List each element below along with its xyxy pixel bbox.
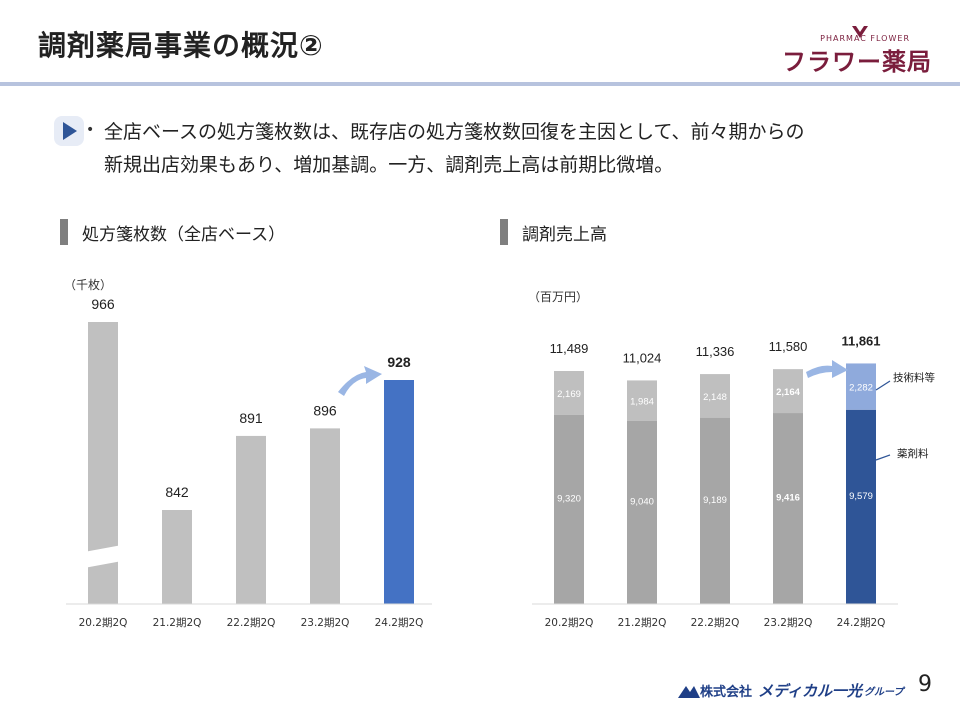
prescription-count-chart: 966 20.2期2Q 842 21.2期2Q 891 22.2期2Q 896 23.2期2Q… xyxy=(66,296,432,629)
summary-line-2: 新規出店効果もあり、増加基調。一方、調剤売上高は前期比微増。 xyxy=(104,154,674,176)
bar-segment-tech-20.2期2Q xyxy=(554,371,584,415)
tick-label: 21.2期2Q xyxy=(153,617,202,629)
logo-tagline: PHARMAC FLOWER xyxy=(820,34,910,43)
page-title: 調剤薬局事業の概況② xyxy=(38,29,324,62)
tick-label: 22.2期2Q xyxy=(227,617,276,629)
segment-label: 9,579 xyxy=(849,491,873,502)
title-divider xyxy=(0,82,960,86)
section-title: 調剤売上高 xyxy=(522,224,607,245)
segment-label: 2,164 xyxy=(776,387,800,398)
company-suffix: グループ xyxy=(863,687,904,698)
tick-label: 20.2期2Q xyxy=(545,617,594,629)
segment-label: 9,320 xyxy=(557,493,581,504)
bar-segment-drug-20.2期2Q xyxy=(554,414,584,604)
bar-segment-drug-21.2期2Q xyxy=(627,420,657,604)
bar-segment-tech-22.2期2Q xyxy=(700,374,730,418)
segment-label: 2,282 xyxy=(849,383,873,394)
data-label: 891 xyxy=(239,410,263,426)
company-name: メディカル一光 xyxy=(758,682,862,700)
total-label: 11,861 xyxy=(841,333,880,348)
legend-leader xyxy=(875,380,891,391)
bullet-dot: • xyxy=(86,122,95,138)
dispensing-sales-chart: 9,320 2,169 11,489 20.2期2Q 9,040 1,984 11,024 2… xyxy=(532,333,935,629)
company-logo-icon xyxy=(678,685,700,698)
company-prefix: 株式会社 xyxy=(700,685,753,700)
tick-label: 21.2期2Q xyxy=(618,617,667,629)
data-label: 928 xyxy=(387,354,411,370)
tick-label: 23.2期2Q xyxy=(764,617,813,629)
summary-line-1: 全店ベースの処方箋枚数は、既存店の処方箋枚数回復を主因として、前々期からの xyxy=(104,121,805,143)
bar-segment-tech-21.2期2Q xyxy=(627,380,657,421)
bar-22.2期2Q xyxy=(236,435,266,604)
page-number: 9 xyxy=(918,672,932,697)
tick-label: 23.2期2Q xyxy=(301,617,350,629)
section-heading-sales: 調剤売上高 xyxy=(500,219,607,245)
legend-tech: 技術料等 xyxy=(893,371,935,384)
total-label: 11,580 xyxy=(769,339,808,354)
unit-label-million-yen: （百万円） xyxy=(528,290,589,304)
growth-arrow-icon xyxy=(806,360,848,378)
segment-label: 9,189 xyxy=(703,495,727,506)
bar-segment-drug-22.2期2Q xyxy=(700,417,730,604)
segment-label: 1,984 xyxy=(630,397,654,408)
total-label: 11,489 xyxy=(550,341,589,356)
section-marker xyxy=(500,219,508,245)
bar-24.2期2Q xyxy=(384,380,414,604)
company-logo: 株式会社 メディカル一光 グループ xyxy=(678,680,903,701)
section-title: 処方箋枚数（全店ベース） xyxy=(82,224,286,245)
bullet-arrow-icon xyxy=(54,116,84,146)
data-label: 966 xyxy=(91,296,115,312)
section-heading-prescriptions: 処方箋枚数（全店ベース） xyxy=(60,219,285,245)
tick-label: 24.2期2Q xyxy=(837,617,886,629)
segment-label: 2,148 xyxy=(703,392,727,403)
growth-arrow-icon xyxy=(338,366,382,396)
total-label: 11,024 xyxy=(623,350,662,365)
axis-break xyxy=(84,545,122,568)
bar-segment-drug-23.2期2Q xyxy=(773,413,803,604)
summary-text: 全店ベースの処方箋枚数は、既存店の処方箋枚数回復を主因として、前々期からの 新規… xyxy=(104,116,924,182)
tick-label: 22.2期2Q xyxy=(691,617,740,629)
unit-label-thousand-sheets: （千枚） xyxy=(64,278,113,292)
segment-label: 9,040 xyxy=(630,496,654,507)
data-label: 896 xyxy=(313,402,337,418)
bar-segment-drug-24.2期2Q xyxy=(846,409,876,604)
segment-label: 9,416 xyxy=(776,493,800,504)
legend-leader xyxy=(875,454,891,461)
tick-label: 20.2期2Q xyxy=(79,617,128,629)
tick-label: 24.2期2Q xyxy=(375,617,424,629)
flower-pharmacy-logo: PHARMAC FLOWER フラワー薬局 xyxy=(780,24,940,80)
segment-label: 2,169 xyxy=(557,389,581,400)
total-label: 11,336 xyxy=(696,344,735,359)
bar-segment-tech-23.2期2Q xyxy=(773,369,803,414)
legend-drug: 薬剤料 xyxy=(897,447,929,460)
bar-segment-tech-24.2期2Q xyxy=(846,363,876,410)
logo-text: フラワー薬局 xyxy=(782,48,932,76)
bar-21.2期2Q xyxy=(162,510,192,604)
section-marker xyxy=(60,219,68,245)
flower-icon xyxy=(852,26,868,38)
bar-23.2期2Q xyxy=(310,428,340,604)
data-label: 842 xyxy=(165,484,189,500)
